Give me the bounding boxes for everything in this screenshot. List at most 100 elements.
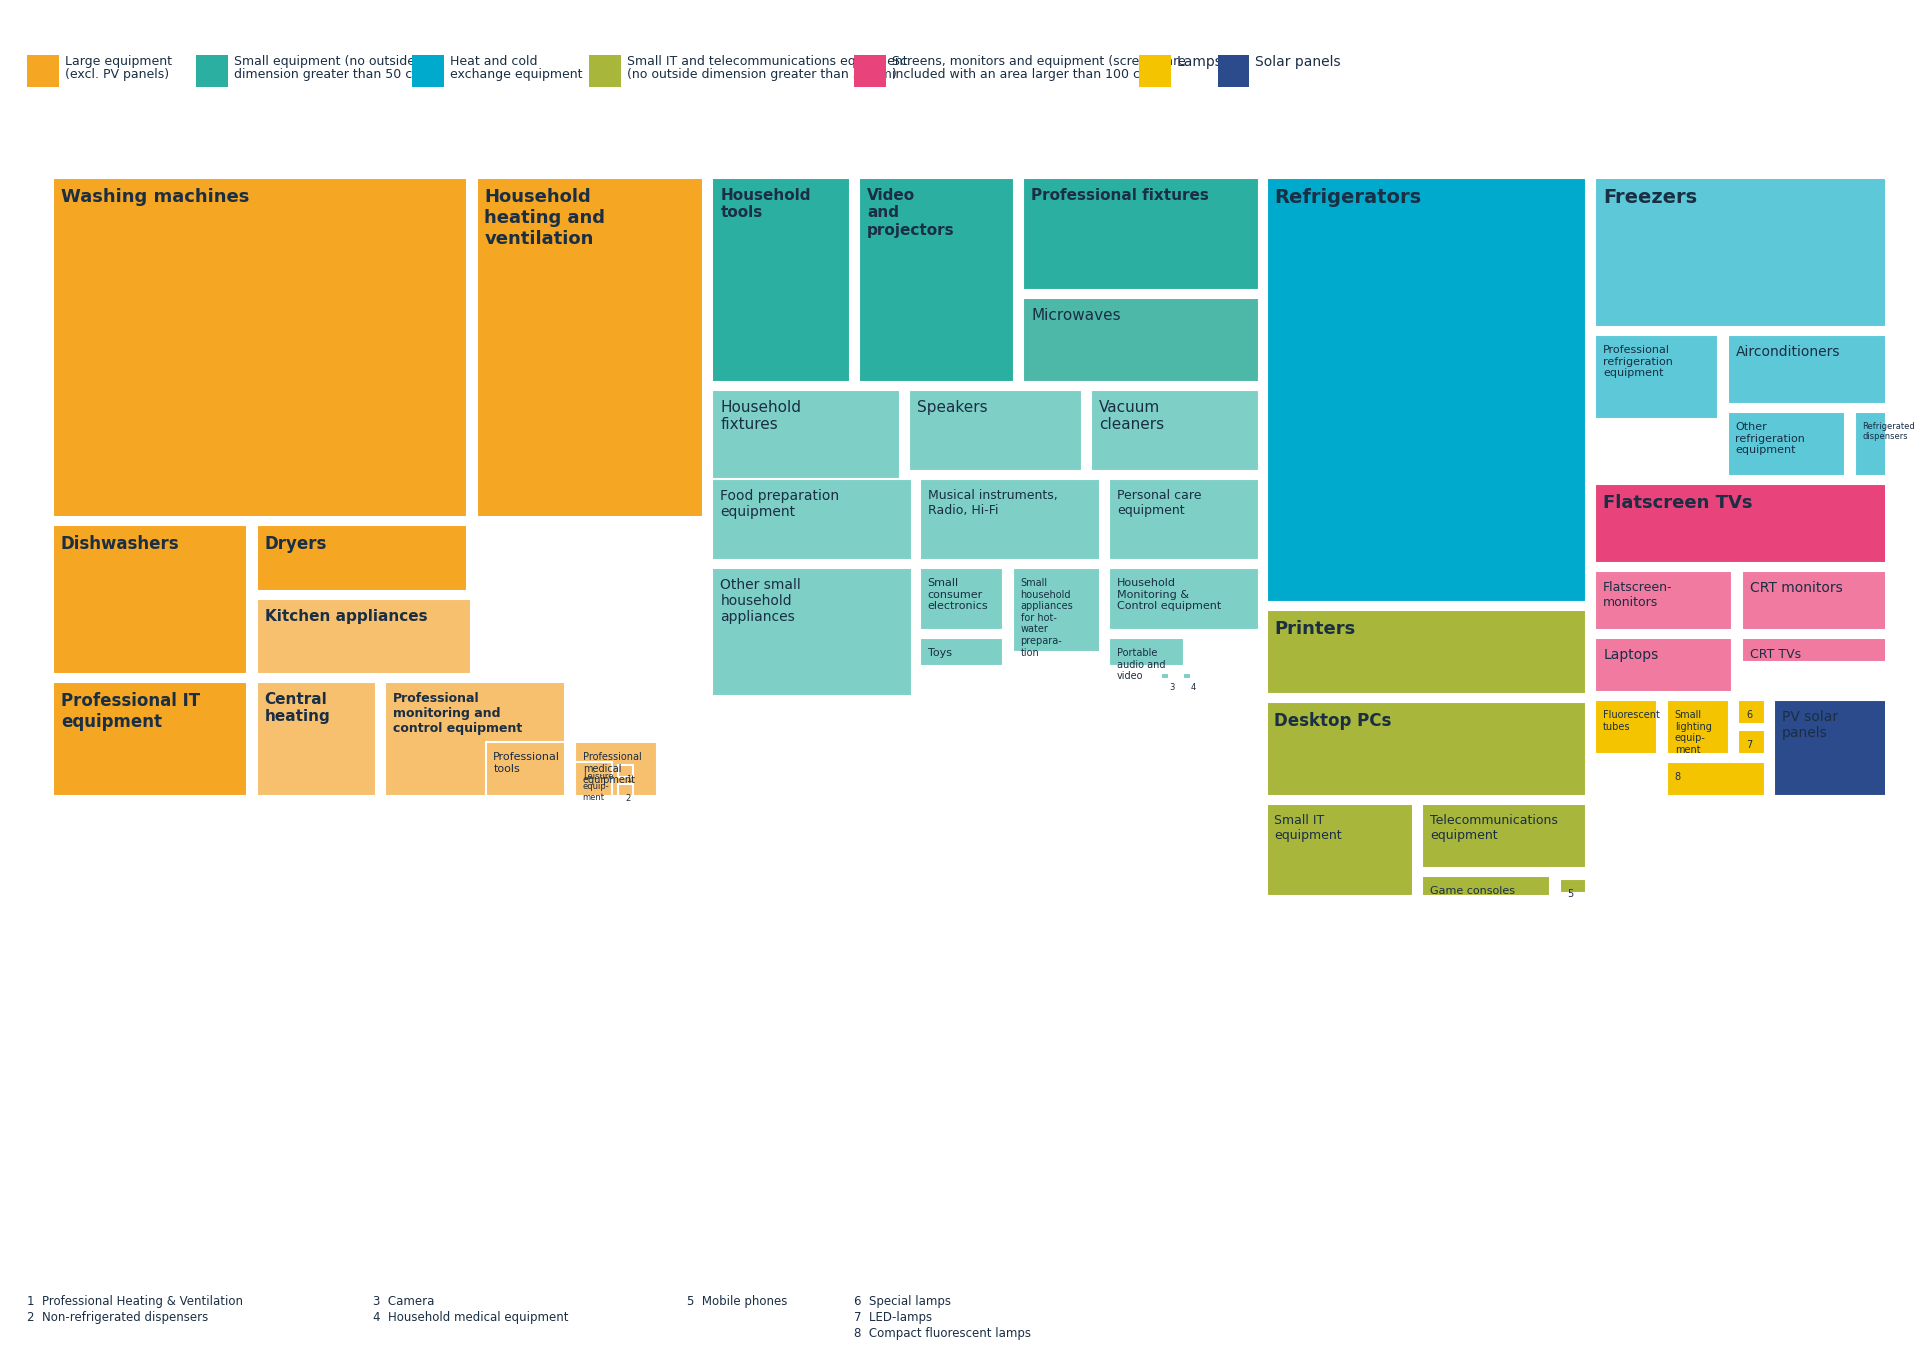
FancyBboxPatch shape <box>196 56 228 87</box>
Text: Lamps: Lamps <box>1177 56 1223 69</box>
Text: Telecommunications
equipment: Telecommunications equipment <box>1430 814 1557 841</box>
Text: 6: 6 <box>1745 710 1753 721</box>
FancyBboxPatch shape <box>712 389 900 499</box>
Text: 4: 4 <box>1190 683 1196 692</box>
Text: Large equipment: Large equipment <box>65 56 171 68</box>
Text: CRT TVs: CRT TVs <box>1749 649 1801 661</box>
Text: Small
lighting
equip-
ment: Small lighting equip- ment <box>1674 710 1711 754</box>
Text: Fluorescent
tubes: Fluorescent tubes <box>1603 710 1661 731</box>
FancyBboxPatch shape <box>1267 803 1413 896</box>
FancyBboxPatch shape <box>1183 673 1190 678</box>
Text: (no outside dimension greater than 50 cm): (no outside dimension greater than 50 cm… <box>626 68 897 81</box>
FancyBboxPatch shape <box>1596 571 1732 630</box>
Text: Small
household
appliances
for hot-
water
prepara-
tion: Small household appliances for hot- wate… <box>1021 578 1073 658</box>
Text: Professional
refrigeration
equipment: Professional refrigeration equipment <box>1603 345 1672 379</box>
FancyBboxPatch shape <box>920 569 1004 630</box>
FancyBboxPatch shape <box>1728 413 1845 476</box>
FancyBboxPatch shape <box>712 178 849 383</box>
Text: Small IT and telecommunications equipment: Small IT and telecommunications equipmen… <box>626 56 906 68</box>
Text: Flatscreen-
monitors: Flatscreen- monitors <box>1603 581 1672 609</box>
Text: Refrigerators: Refrigerators <box>1275 189 1421 208</box>
FancyBboxPatch shape <box>476 178 703 517</box>
FancyBboxPatch shape <box>589 56 620 87</box>
Text: 5: 5 <box>1567 889 1574 898</box>
FancyBboxPatch shape <box>1741 571 1903 630</box>
FancyBboxPatch shape <box>486 742 564 797</box>
Text: Dishwashers: Dishwashers <box>61 535 179 554</box>
FancyBboxPatch shape <box>1596 484 1903 563</box>
FancyBboxPatch shape <box>920 638 1004 666</box>
FancyBboxPatch shape <box>1559 879 1586 893</box>
FancyBboxPatch shape <box>1267 611 1586 693</box>
FancyBboxPatch shape <box>712 569 912 696</box>
FancyBboxPatch shape <box>712 479 912 560</box>
Text: Printers: Printers <box>1275 620 1356 638</box>
FancyBboxPatch shape <box>858 178 1014 383</box>
Text: Refrigerated
dispensers: Refrigerated dispensers <box>1862 422 1914 441</box>
Text: Flatscreen TVs: Flatscreen TVs <box>1603 494 1753 512</box>
FancyBboxPatch shape <box>1110 479 1260 560</box>
Text: Household
Monitoring &
Control equipment: Household Monitoring & Control equipment <box>1117 578 1221 611</box>
FancyBboxPatch shape <box>1162 673 1169 678</box>
FancyBboxPatch shape <box>618 784 634 797</box>
FancyBboxPatch shape <box>1667 763 1764 797</box>
FancyBboxPatch shape <box>1774 700 1903 797</box>
FancyBboxPatch shape <box>1267 178 1586 603</box>
Text: 8  Compact fluorescent lamps: 8 Compact fluorescent lamps <box>854 1327 1031 1339</box>
FancyBboxPatch shape <box>1110 569 1260 630</box>
FancyBboxPatch shape <box>1596 335 1718 419</box>
Text: Airconditioners: Airconditioners <box>1736 345 1839 360</box>
FancyBboxPatch shape <box>618 765 634 778</box>
Text: 1  Professional Heating & Ventilation: 1 Professional Heating & Ventilation <box>27 1295 244 1308</box>
Text: Other small
household
appliances: Other small household appliances <box>720 578 801 624</box>
FancyBboxPatch shape <box>574 742 657 797</box>
FancyBboxPatch shape <box>574 763 612 797</box>
Text: Kitchen appliances: Kitchen appliances <box>265 609 428 624</box>
Text: Leisure
equip-
ment: Leisure equip- ment <box>584 772 612 802</box>
FancyBboxPatch shape <box>1855 413 1903 476</box>
Text: Solar panels: Solar panels <box>1256 56 1340 69</box>
FancyBboxPatch shape <box>1728 335 1903 404</box>
FancyBboxPatch shape <box>1423 877 1549 896</box>
FancyBboxPatch shape <box>257 598 470 674</box>
FancyBboxPatch shape <box>1267 702 1586 797</box>
FancyBboxPatch shape <box>1217 56 1250 87</box>
FancyBboxPatch shape <box>920 479 1100 560</box>
Text: Game consoles: Game consoles <box>1430 886 1515 896</box>
Text: Portable
audio and
video: Portable audio and video <box>1117 649 1165 681</box>
Text: Small IT
equipment: Small IT equipment <box>1275 814 1342 841</box>
Text: Microwaves: Microwaves <box>1031 308 1121 323</box>
Text: 4  Household medical equipment: 4 Household medical equipment <box>372 1311 568 1324</box>
FancyBboxPatch shape <box>257 683 376 797</box>
FancyBboxPatch shape <box>1091 389 1260 471</box>
Text: 7: 7 <box>1745 740 1753 750</box>
Text: Dryers: Dryers <box>265 535 326 554</box>
Text: PV solar
panels: PV solar panels <box>1782 710 1837 740</box>
Text: 6  Special lamps: 6 Special lamps <box>854 1295 950 1308</box>
Text: Video
and
projectors: Video and projectors <box>868 189 954 237</box>
Text: exchange equipment: exchange equipment <box>449 68 582 81</box>
FancyBboxPatch shape <box>1023 299 1260 383</box>
Text: Household
heating and
ventilation: Household heating and ventilation <box>484 189 605 247</box>
FancyBboxPatch shape <box>1110 638 1185 666</box>
Text: Professional IT
equipment: Professional IT equipment <box>61 692 200 731</box>
Text: Other
refrigeration
equipment: Other refrigeration equipment <box>1736 422 1805 455</box>
FancyBboxPatch shape <box>1596 700 1657 754</box>
Text: 1: 1 <box>626 775 632 784</box>
Text: Screens, monitors and equipment (screens are: Screens, monitors and equipment (screens… <box>891 56 1185 68</box>
Text: dimension greater than 50 cm): dimension greater than 50 cm) <box>234 68 428 81</box>
FancyBboxPatch shape <box>1667 700 1728 754</box>
Text: 8: 8 <box>1674 772 1680 782</box>
Text: 5  Mobile phones: 5 Mobile phones <box>687 1295 787 1308</box>
Text: Small
consumer
electronics: Small consumer electronics <box>927 578 989 611</box>
Text: Speakers: Speakers <box>918 400 987 415</box>
FancyBboxPatch shape <box>1596 178 1903 327</box>
Text: Central
heating: Central heating <box>265 692 330 725</box>
FancyBboxPatch shape <box>1423 803 1586 868</box>
FancyBboxPatch shape <box>908 389 1081 471</box>
Text: Heat and cold: Heat and cold <box>449 56 538 68</box>
FancyBboxPatch shape <box>257 525 467 592</box>
FancyBboxPatch shape <box>1738 700 1764 725</box>
Text: Laptops: Laptops <box>1603 649 1659 662</box>
FancyBboxPatch shape <box>386 683 564 797</box>
